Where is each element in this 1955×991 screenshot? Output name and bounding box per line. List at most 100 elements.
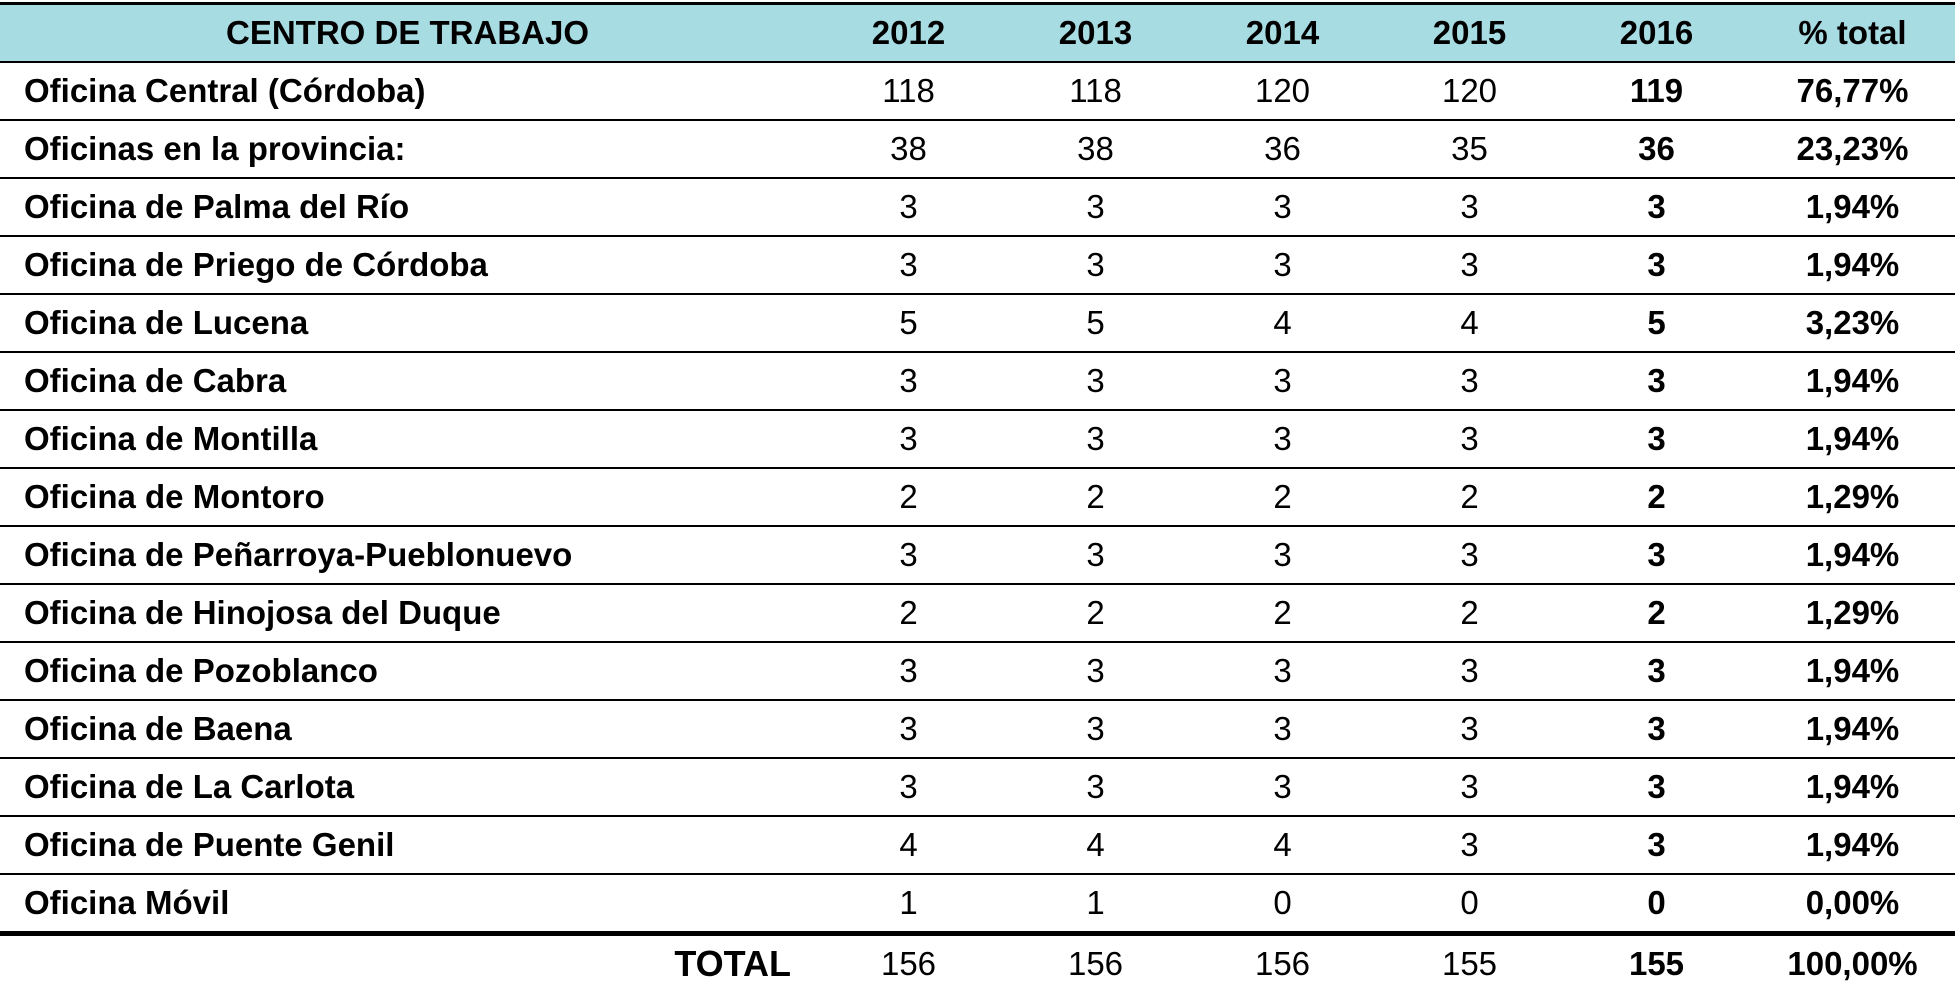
value-cell: 3 (1563, 410, 1750, 468)
value-cell: 4 (1189, 294, 1376, 352)
value-cell: 36 (1189, 120, 1376, 178)
value-cell: 3 (1563, 236, 1750, 294)
value-cell: 3 (1189, 700, 1376, 758)
value-cell: 1 (1002, 874, 1189, 934)
pct-cell: 3,23% (1750, 294, 1955, 352)
pct-cell: 0,00% (1750, 874, 1955, 934)
value-cell: 2 (1002, 468, 1189, 526)
pct-cell: 1,94% (1750, 410, 1955, 468)
value-cell: 38 (1002, 120, 1189, 178)
value-cell: 36 (1563, 120, 1750, 178)
value-cell: 0 (1563, 874, 1750, 934)
value-cell: 3 (1002, 700, 1189, 758)
value-cell: 119 (1563, 62, 1750, 120)
value-cell: 3 (1563, 700, 1750, 758)
value-cell: 2 (1563, 468, 1750, 526)
value-cell: 2 (1563, 584, 1750, 642)
row-label: Oficina de Pozoblanco (0, 642, 815, 700)
row-label: Oficina de Montoro (0, 468, 815, 526)
value-cell: 3 (1002, 642, 1189, 700)
value-cell: 156 (815, 934, 1002, 991)
row-label: Oficina de Hinojosa del Duque (0, 584, 815, 642)
value-cell: 3 (1376, 236, 1563, 294)
value-cell: 3 (815, 352, 1002, 410)
value-cell: 155 (1563, 934, 1750, 991)
value-cell: 156 (1189, 934, 1376, 991)
value-cell: 5 (1563, 294, 1750, 352)
value-cell: 0 (1189, 874, 1376, 934)
value-cell: 3 (1376, 816, 1563, 874)
value-cell: 3 (1002, 410, 1189, 468)
value-cell: 3 (1563, 526, 1750, 584)
value-cell: 2 (1376, 584, 1563, 642)
pct-cell: 1,94% (1750, 642, 1955, 700)
value-cell: 3 (1189, 526, 1376, 584)
value-cell: 3 (815, 642, 1002, 700)
value-cell: 118 (1002, 62, 1189, 120)
value-cell: 3 (815, 178, 1002, 236)
pct-cell: 1,94% (1750, 758, 1955, 816)
row-label: Oficina de La Carlota (0, 758, 815, 816)
pct-cell: 23,23% (1750, 120, 1955, 178)
value-cell: 5 (815, 294, 1002, 352)
value-cell: 2 (1376, 468, 1563, 526)
row-label: TOTAL (0, 934, 815, 991)
value-cell: 156 (1002, 934, 1189, 991)
row-label: Oficina Central (Córdoba) (0, 62, 815, 120)
header-label: CENTRO DE TRABAJO (0, 4, 815, 63)
value-cell: 3 (1376, 700, 1563, 758)
value-cell: 3 (815, 700, 1002, 758)
value-cell: 2 (815, 584, 1002, 642)
value-cell: 38 (815, 120, 1002, 178)
value-cell: 3 (1189, 352, 1376, 410)
value-cell: 1 (815, 874, 1002, 934)
row-label: Oficina de Cabra (0, 352, 815, 410)
value-cell: 3 (815, 758, 1002, 816)
value-cell: 2 (815, 468, 1002, 526)
pct-cell: 1,94% (1750, 816, 1955, 874)
pct-cell: 1,94% (1750, 352, 1955, 410)
value-cell: 4 (1376, 294, 1563, 352)
value-cell: 3 (815, 410, 1002, 468)
row-label: Oficina de Lucena (0, 294, 815, 352)
row-label: Oficinas en la provincia: (0, 120, 815, 178)
value-cell: 3 (1563, 642, 1750, 700)
pct-cell: 1,94% (1750, 236, 1955, 294)
value-cell: 3 (1189, 236, 1376, 294)
value-cell: 3 (1563, 816, 1750, 874)
value-cell: 3 (1563, 352, 1750, 410)
row-label: Oficina de Baena (0, 700, 815, 758)
value-cell: 3 (1563, 758, 1750, 816)
value-cell: 155 (1376, 934, 1563, 991)
pct-cell: 76,77% (1750, 62, 1955, 120)
value-cell: 4 (1002, 816, 1189, 874)
row-label: Oficina de Montilla (0, 410, 815, 468)
pct-cell: 100,00% (1750, 934, 1955, 991)
pct-cell: 1,94% (1750, 700, 1955, 758)
row-label: Oficina de Peñarroya-Pueblonuevo (0, 526, 815, 584)
pct-cell: 1,29% (1750, 584, 1955, 642)
value-cell: 3 (1189, 642, 1376, 700)
value-cell: 2 (1002, 584, 1189, 642)
value-cell: 3 (1376, 178, 1563, 236)
header-year: 2016 (1563, 4, 1750, 63)
row-label: Oficina de Priego de Córdoba (0, 236, 815, 294)
header-year: 2012 (815, 4, 1002, 63)
value-cell: 3 (1002, 236, 1189, 294)
value-cell: 3 (1189, 758, 1376, 816)
value-cell: 3 (1002, 178, 1189, 236)
header-year: 2015 (1376, 4, 1563, 63)
row-label: Oficina Móvil (0, 874, 815, 934)
